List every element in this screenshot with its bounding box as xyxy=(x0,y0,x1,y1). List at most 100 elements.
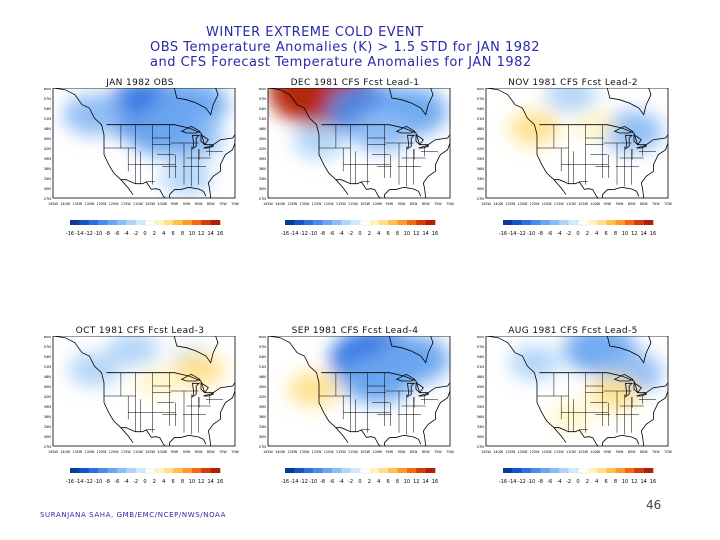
lat-tick-label: 60N xyxy=(259,336,267,339)
anomaly-region xyxy=(550,402,592,430)
colorbar-tick-label: 4 xyxy=(162,479,165,485)
colorbar-swatch xyxy=(369,468,380,473)
colorbar-swatch xyxy=(540,468,551,473)
lon-tick-label: 75W xyxy=(219,202,227,206)
colorbar-swatch xyxy=(144,468,155,474)
colorbar-tick-label: -16 xyxy=(281,479,289,485)
colorbar-swatch xyxy=(341,220,351,225)
lat-tick-label: 30N xyxy=(477,187,485,191)
colorbar: -16 -14 -12 -10 -8 -6 -4 -2 0 2 4 6 8 10 12 14 16 xyxy=(281,220,438,237)
credit-footer: SURANJANA SAHA, GMB/EMC/NCEP/NWS/NOAA xyxy=(40,511,227,519)
colorbar-tick-label: 14 xyxy=(422,479,428,485)
colorbar-swatch xyxy=(341,468,351,473)
lat-tick-label: 45N xyxy=(259,137,267,141)
lat-tick-label: 42N xyxy=(259,147,267,151)
lon-tick-label: 100W xyxy=(157,450,167,454)
lat-tick-label: 36N xyxy=(259,415,267,419)
colorbar-swatch xyxy=(88,468,99,473)
colorbar-tick-label: -6 xyxy=(329,231,334,237)
lat-tick-label: 39N xyxy=(259,157,267,161)
lat-tick-label: 51N xyxy=(259,365,267,369)
colorbar-tick-label: -14 xyxy=(290,231,298,237)
colorbar-tick-label: 0 xyxy=(576,231,579,237)
anomaly-map: 60N 57N 54N 51N 48N 45N 42N 39N 36N 33N 30N 27N145W… xyxy=(44,336,239,454)
colorbar-tick-label: 6 xyxy=(172,479,175,485)
colorbar-swatch xyxy=(615,220,626,225)
lon-tick-label: 120W xyxy=(109,202,119,206)
colorbar-swatch xyxy=(182,468,193,473)
great-lake xyxy=(415,133,424,146)
colorbar-tick-label: 6 xyxy=(387,231,390,237)
lon-tick-label: 130W xyxy=(517,202,527,206)
colorbar-tick-label: -6 xyxy=(114,479,119,485)
lon-tick-label: 85W xyxy=(195,450,203,454)
colorbar-swatch xyxy=(425,468,436,473)
colorbar-swatch xyxy=(135,220,146,225)
lon-tick-label: 75W xyxy=(652,202,660,206)
lon-tick-label: 120W xyxy=(324,202,334,206)
colorbar-tick-label: 12 xyxy=(198,231,204,237)
us-mexico-border xyxy=(120,179,166,198)
colorbar-tick-label: 4 xyxy=(595,231,598,237)
lat-tick-label: 27N xyxy=(44,445,52,449)
great-lake xyxy=(203,144,214,149)
colorbar-swatch xyxy=(107,220,118,225)
colorbar-swatch xyxy=(397,220,408,225)
colorbar-swatch xyxy=(154,220,165,225)
colorbar-tick-label: -8 xyxy=(538,231,543,237)
anomaly-region xyxy=(508,345,561,380)
colorbar-tick-label: -14 xyxy=(508,479,516,485)
panel-title: AUG 1981 CFS Fcst Lead-5 xyxy=(508,326,638,336)
lat-tick-label: 60N xyxy=(477,336,485,339)
hudson-bay xyxy=(606,88,652,116)
lat-tick-label: 57N xyxy=(44,97,52,101)
lon-tick-label: 140W xyxy=(493,450,503,454)
lat-tick-label: 33N xyxy=(477,177,485,181)
colorbar-swatch xyxy=(549,220,560,225)
lon-tick-label: 135W xyxy=(287,450,297,454)
lon-tick-label: 115W xyxy=(121,450,131,454)
colorbar-swatch xyxy=(154,468,165,473)
colorbar-swatch xyxy=(634,468,644,473)
colorbar-tick-label: -12 xyxy=(518,479,526,485)
lon-tick-label: 135W xyxy=(72,202,82,206)
lon-tick-label: 75W xyxy=(434,450,442,454)
anomaly-region xyxy=(63,93,126,136)
lon-tick-label: 70W xyxy=(664,202,672,206)
lon-tick-label: 90W xyxy=(398,450,406,454)
colorbar-swatch xyxy=(606,220,616,225)
map-panel: AUG 1981 CFS Fcst Lead-5 60N 57N 54N 51N 48N 4… xyxy=(468,326,678,536)
colorbar-tick-label: -2 xyxy=(566,231,571,237)
colorbar-swatch xyxy=(549,468,560,473)
colorbar-swatch xyxy=(126,220,136,225)
colorbar-swatch xyxy=(521,220,532,225)
map-frame xyxy=(485,88,669,199)
lat-tick-label: 42N xyxy=(44,147,52,151)
colorbar-swatch xyxy=(406,468,417,473)
lon-tick-label: 105W xyxy=(145,450,155,454)
lat-tick-label: 54N xyxy=(259,355,267,359)
colorbar-tick-label: 0 xyxy=(576,479,579,485)
lat-tick-label: 54N xyxy=(477,355,485,359)
colorbar-tick-label: 16 xyxy=(650,479,656,485)
great-lake xyxy=(191,382,201,398)
hudson-bay xyxy=(388,88,434,116)
colorbar-swatch xyxy=(568,220,579,225)
colorbar-tick-label: -16 xyxy=(66,231,74,237)
lat-tick-label: 57N xyxy=(44,345,52,349)
lat-tick-label: 57N xyxy=(477,97,485,101)
lon-tick-label: 95W xyxy=(170,202,178,206)
great-lake xyxy=(636,392,647,397)
colorbar-swatch xyxy=(416,468,426,473)
lat-tick-label: 45N xyxy=(44,137,52,141)
coastline-west xyxy=(53,336,134,443)
great-lake xyxy=(624,382,634,398)
coastline-west xyxy=(268,88,349,195)
coastline-gulf xyxy=(384,434,422,446)
coastline-east xyxy=(207,138,235,198)
lat-tick-label: 54N xyxy=(44,355,52,359)
lon-tick-label: 70W xyxy=(446,202,454,206)
title-line-2: OBS Temperature Anomalies (K) > 1.5 STD … xyxy=(150,40,541,55)
colorbar-swatch xyxy=(303,468,314,473)
colorbar-swatch xyxy=(388,220,398,225)
